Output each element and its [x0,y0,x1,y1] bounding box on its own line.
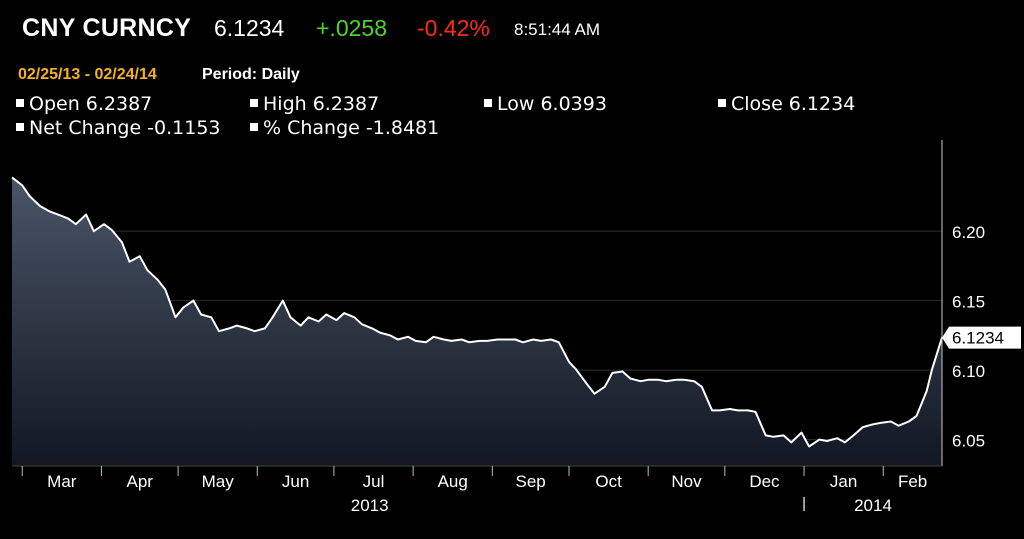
stat-net-change-label: Net Change -0.1153 [29,117,221,139]
y-tick-label: 6.05 [952,432,985,451]
price-area [12,177,942,466]
x-month-label: Nov [671,472,702,491]
legend-square-icon [250,99,258,107]
quote-time: 8:51:44 AM [514,20,601,39]
x-year-label: 2013 [351,496,389,515]
x-month-label: Mar [47,472,77,491]
ticker-symbol[interactable]: CNY CURNCY [22,14,192,42]
x-month-label: Jun [282,472,309,491]
stat-open-label: Open 6.2387 [29,93,153,115]
x-month-label: May [202,472,235,491]
x-month-label: Sep [516,472,546,491]
net-change: +.0258 [316,15,387,41]
y-tick-label: 6.15 [952,293,985,312]
stat-high: High 6.2387 [250,93,379,115]
percent-change: -0.42% [417,15,490,41]
stat-high-label: High 6.2387 [263,93,380,115]
legend-square-icon [16,99,24,107]
last-price-tag-label: 6.1234 [952,329,1004,348]
stat-net-change: Net Change -0.1153 [16,117,221,139]
legend-square-icon [484,99,492,107]
stat-close-label: Close 6.1234 [731,93,856,115]
x-month-label: Dec [749,472,780,491]
date-range[interactable]: 02/25/13 - 02/24/14 [18,66,157,83]
last-price-tag [942,326,1021,349]
quote-header: CNY CURNCY 6.1234 +.0258 -0.42% 8:51:44 … [0,0,1024,58]
price-line [11,176,943,448]
stat-low: Low 6.0393 [484,93,607,115]
legend-square-icon [16,123,24,131]
last-price: 6.1234 [214,15,285,41]
stat-open: Open 6.2387 [16,93,152,115]
x-month-label: Jan [830,472,857,491]
stat-low-label: Low 6.0393 [497,93,607,115]
x-year-label: 2014 [854,496,892,515]
period-label[interactable]: Period: Daily [202,66,300,83]
stat-pct-change-label: % Change -1.8481 [263,117,440,139]
y-tick-label: 6.10 [952,362,985,381]
stat-pct-change: % Change -1.8481 [250,117,439,139]
x-month-label: Feb [898,472,927,491]
legend-square-icon [250,123,258,131]
legend-square-icon [718,99,726,107]
x-month-label: Jul [363,472,385,491]
x-month-label: Apr [127,472,154,491]
y-tick-label: 6.20 [952,223,985,242]
x-month-label: Aug [438,472,468,491]
stat-close: Close 6.1234 [718,93,855,115]
x-month-label: Oct [595,472,622,491]
